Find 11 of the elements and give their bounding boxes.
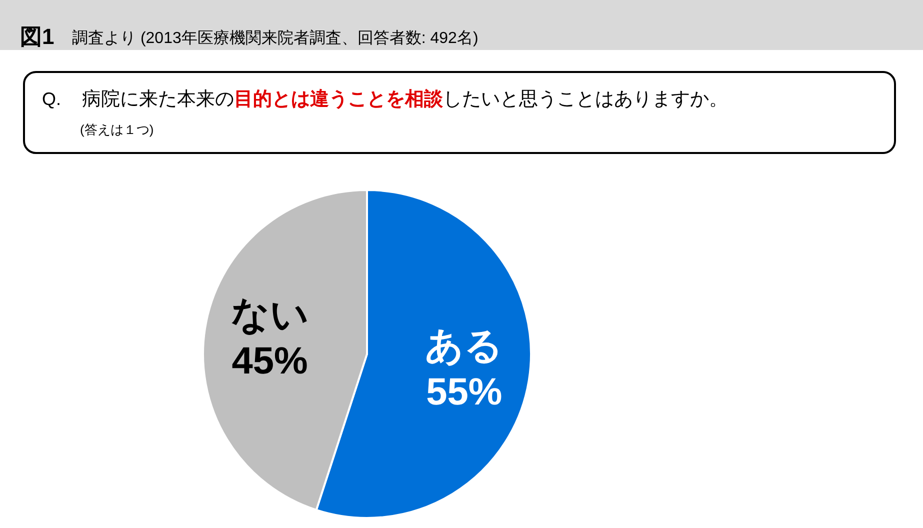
text: (答えは１つ) xyxy=(80,122,154,137)
data-label: 45% xyxy=(232,340,308,383)
text: したいと思うことはありますか。 xyxy=(443,89,728,110)
text: 目的とは違うことを相談 xyxy=(234,88,444,110)
text: 病院に来た本来の xyxy=(82,89,234,110)
data-label: 55% xyxy=(426,371,502,414)
slice-label: ある xyxy=(425,325,504,368)
slice-label: ない xyxy=(230,294,309,337)
text: Q. xyxy=(42,89,62,109)
chart-title: 図1 xyxy=(20,24,54,49)
chart-subtitle: 調査より (2013年医療機関来院者調査、回答者数: 492名) xyxy=(72,29,478,47)
